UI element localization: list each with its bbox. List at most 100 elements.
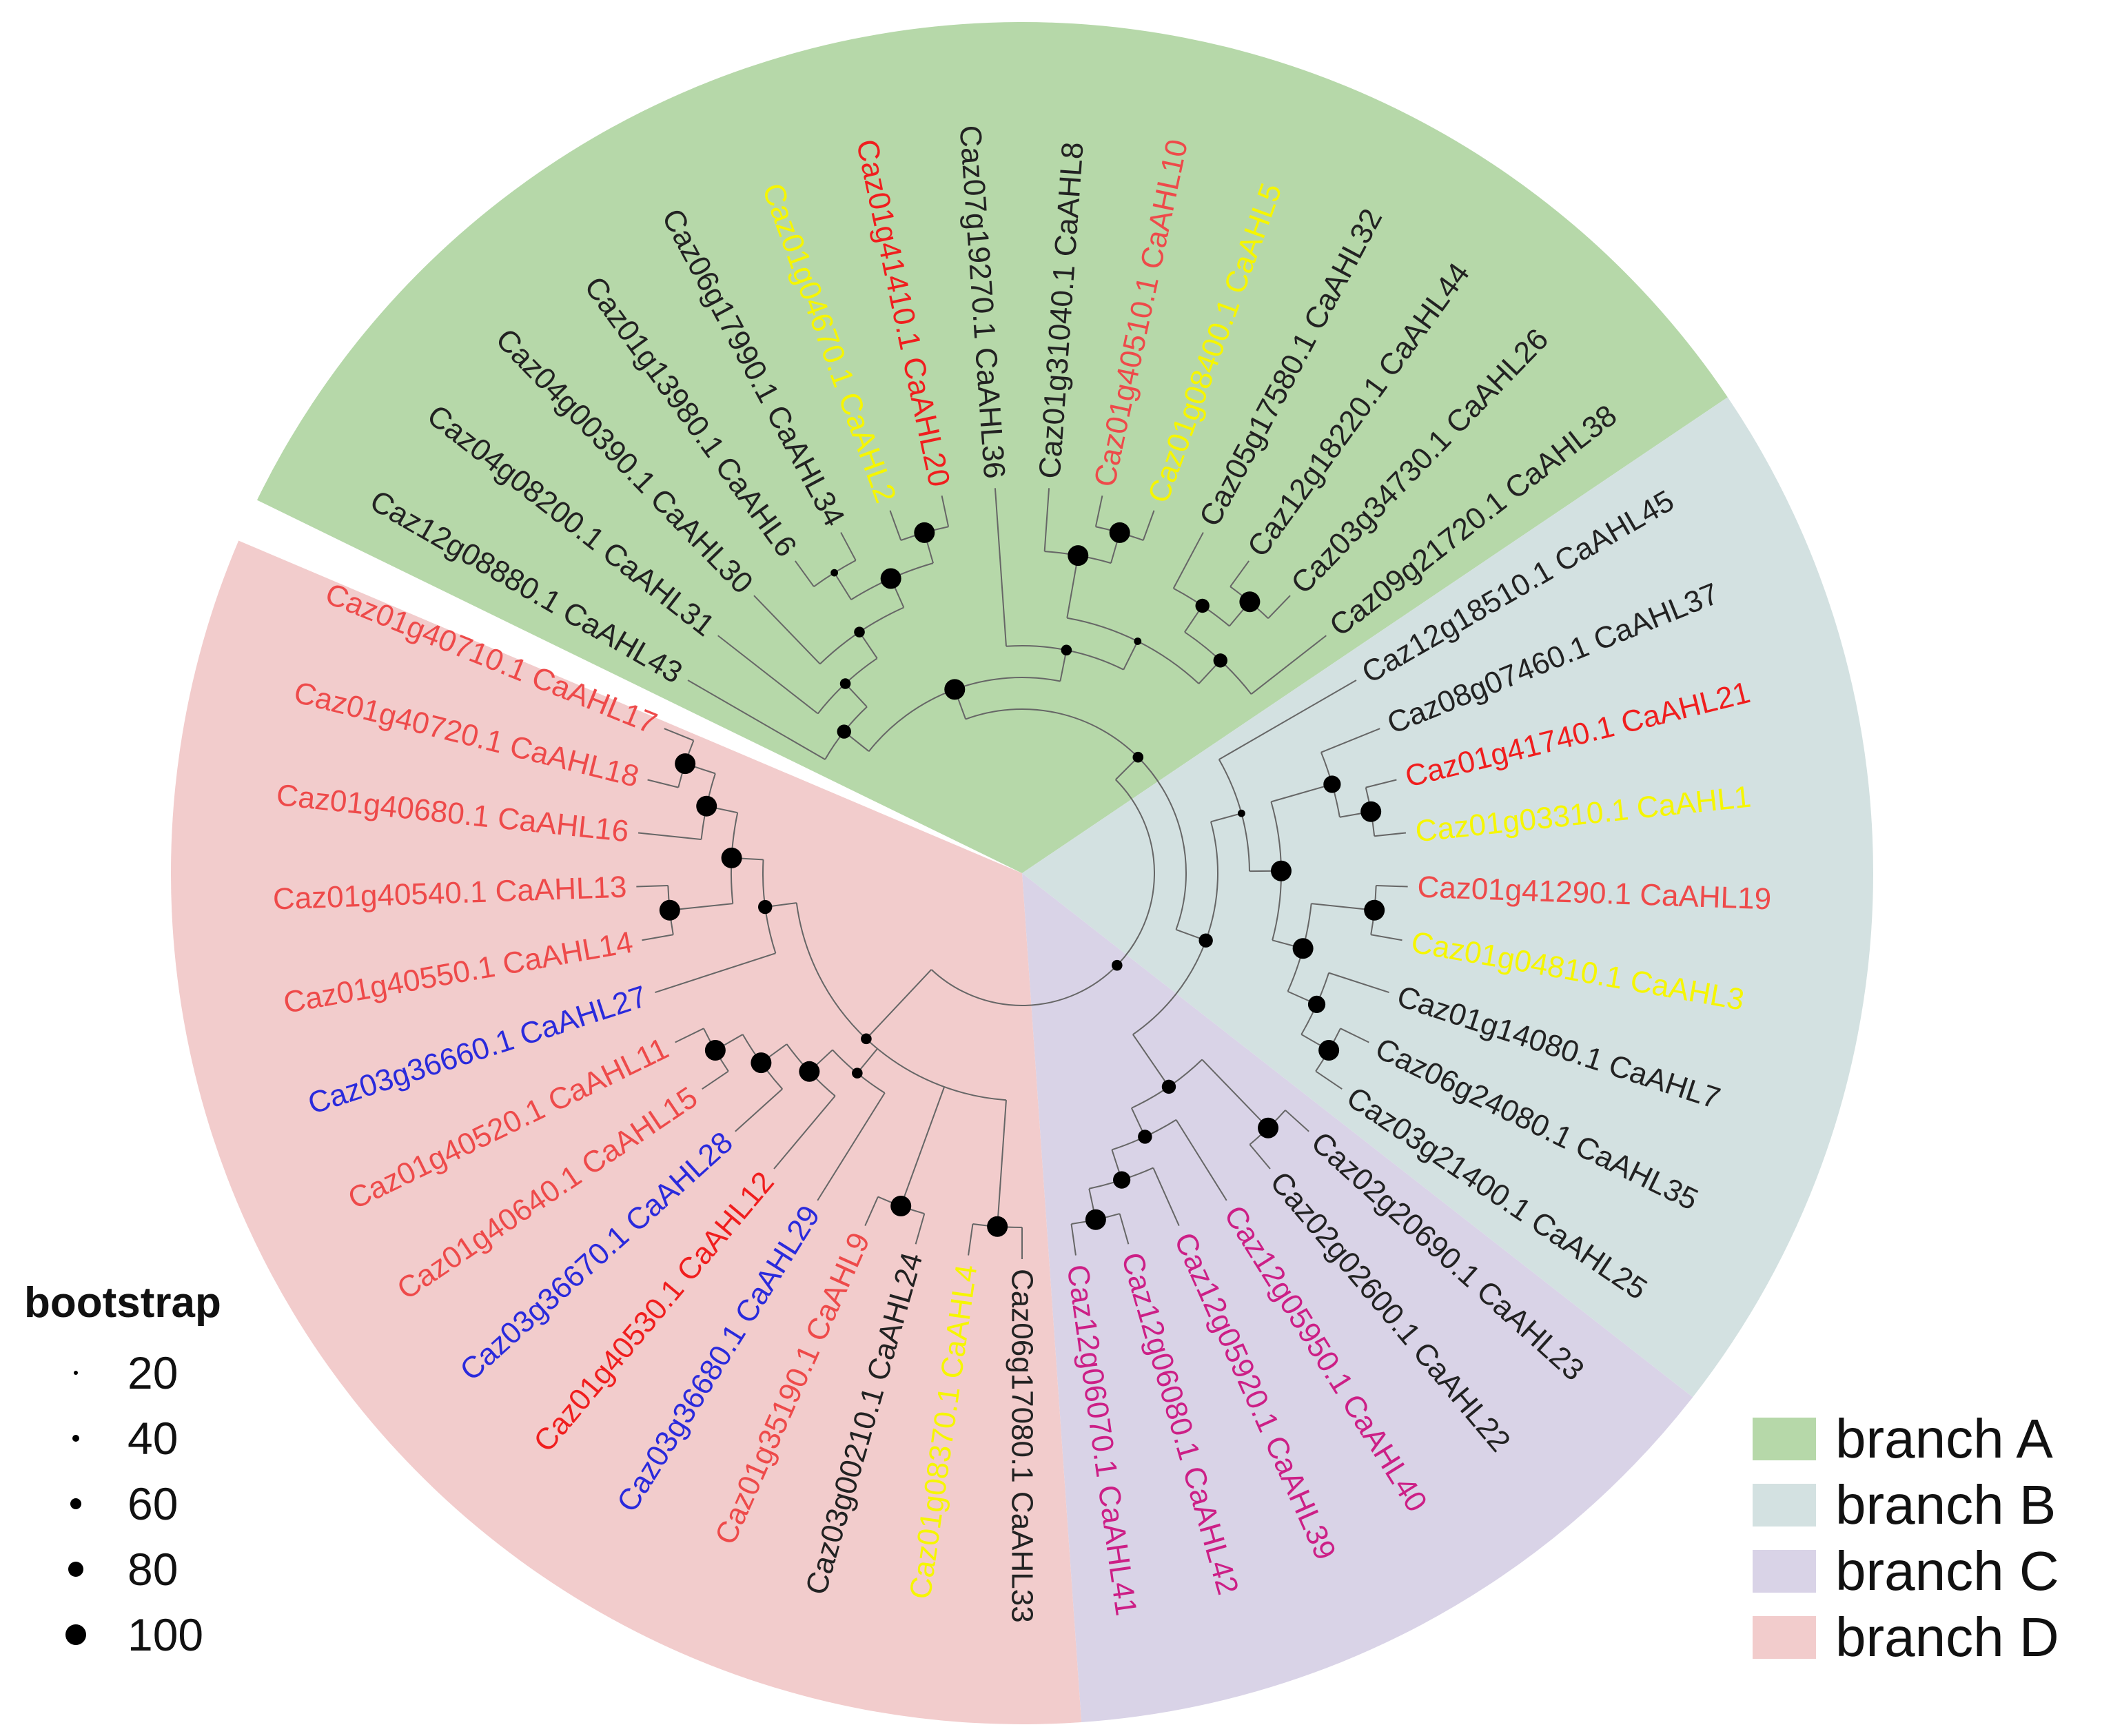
tree-branch — [1119, 1213, 1130, 1245]
bootstrap-dot-60 — [70, 1498, 81, 1509]
tree-branch — [817, 1092, 886, 1201]
bootstrap-dot — [721, 847, 742, 868]
bootstrap-dot — [704, 1040, 726, 1061]
tree-branch — [1201, 1059, 1269, 1129]
bootstrap-value: 80 — [127, 1543, 178, 1595]
bootstrap-legend-item: 80 — [24, 1536, 221, 1602]
branch-legend-label: branch D — [1835, 1606, 2059, 1668]
bootstrap-dot — [659, 899, 680, 921]
tree-branch — [1271, 784, 1333, 803]
tree-branch — [642, 934, 673, 941]
tree-branch — [1210, 813, 1242, 823]
bootstrap-dot — [1239, 591, 1261, 613]
bootstrap-dot — [1085, 1209, 1106, 1230]
tree-branch — [1315, 1070, 1343, 1090]
tree-branch — [669, 903, 733, 911]
tree-branch — [637, 832, 702, 841]
bootstrap-value: 20 — [127, 1347, 178, 1398]
tree-branch — [1230, 560, 1249, 587]
branch-c-swatch — [1753, 1550, 1816, 1593]
bootstrap-dot — [1360, 801, 1382, 822]
bootstrap-dot — [839, 678, 851, 689]
tree-branch — [687, 680, 826, 760]
tree-branch — [1132, 1034, 1170, 1087]
branch-d-swatch — [1753, 1616, 1816, 1659]
bootstrap-dot — [1112, 959, 1123, 971]
tree-branch — [889, 510, 902, 541]
bootstrap-dot — [1195, 598, 1210, 613]
bootstrap-dot — [1364, 899, 1385, 921]
bootstrap-dot-20 — [74, 1370, 78, 1375]
bootstrap-value: 40 — [127, 1412, 178, 1464]
bootstrap-dot — [1161, 1079, 1176, 1094]
tree-branch — [675, 1028, 704, 1043]
branch-a-swatch — [1753, 1418, 1816, 1460]
tree-branch — [941, 496, 950, 527]
bootstrap-dot — [1258, 1117, 1279, 1138]
bootstrap-dot — [1307, 995, 1326, 1013]
branch-wedge-c — [1022, 873, 1693, 1722]
tree-branch — [864, 1196, 879, 1226]
bootstrap-dot — [1292, 938, 1314, 959]
branch-legend-label: branch A — [1835, 1408, 2053, 1469]
tree-branch — [1094, 496, 1103, 527]
bootstrap-dot — [852, 1068, 863, 1079]
bootstrap-dot — [880, 568, 901, 589]
branch-legend-item: branch B — [1753, 1472, 2059, 1538]
bootstrap-dot — [1318, 1040, 1340, 1061]
tree-branch — [655, 952, 776, 994]
tree-branch — [833, 572, 852, 600]
branch-legend-label: branch C — [1835, 1540, 2059, 1602]
tree-branch — [753, 595, 821, 665]
branch-wedge-d — [171, 540, 1082, 1725]
bootstrap-dot — [1134, 637, 1142, 645]
tree-branch — [1043, 488, 1050, 552]
leaf-label: Caz06g17080.1 CaAHL33 — [1006, 1269, 1039, 1623]
tree-branch — [647, 779, 679, 788]
tree-branch — [915, 1213, 926, 1245]
tree-branch — [1218, 680, 1357, 760]
tree-branch — [994, 488, 1007, 646]
bootstrap-dot — [758, 899, 773, 915]
tree-branch — [1285, 1110, 1309, 1132]
tree-branch — [1172, 532, 1204, 589]
tree-branch — [968, 1223, 974, 1256]
bootstrap-value: 60 — [127, 1478, 178, 1529]
tree-branch — [1152, 1167, 1180, 1226]
branch-wedges — [171, 22, 1873, 1725]
tree-branch — [702, 1070, 729, 1090]
bootstrap-dot — [1138, 1130, 1152, 1144]
tree-branch — [1376, 884, 1408, 888]
bootstrap-dot — [987, 1216, 1008, 1237]
tree-branch — [1371, 934, 1402, 941]
bootstrap-dot — [1323, 775, 1341, 793]
bootstrap-dot — [696, 795, 717, 817]
tree-branch — [773, 1095, 836, 1170]
bootstrap-dot — [1132, 751, 1144, 763]
tree-branch — [664, 728, 694, 742]
tree-branch — [1267, 595, 1291, 619]
tree-branch — [1070, 1223, 1077, 1256]
bootstrap-dot-80 — [68, 1561, 83, 1577]
tree-branch — [1340, 1028, 1369, 1043]
bootstrap-value: 100 — [127, 1609, 204, 1660]
bootstrap-dot — [914, 522, 935, 543]
branch-wedge-a — [256, 22, 1728, 874]
branch-b-swatch — [1753, 1484, 1816, 1526]
bootstrap-dots — [659, 522, 1385, 1237]
tree-branch — [795, 560, 815, 587]
bootstrap-dot — [1237, 809, 1245, 817]
bootstrap-dot — [830, 569, 839, 577]
tree-branch — [900, 1086, 946, 1207]
branch-wedge-b — [1022, 397, 1873, 1398]
tree-branch — [1328, 972, 1389, 994]
tree-branch — [1250, 635, 1327, 695]
tree-branch — [1175, 1119, 1227, 1201]
tree-branch — [1142, 510, 1155, 541]
bootstrap-legend-item: 100 — [24, 1602, 221, 1667]
bootstrap-dot — [837, 724, 851, 739]
bootstrap-dot — [944, 679, 966, 700]
bootstrap-dot-100 — [65, 1624, 86, 1645]
tree-branch — [1320, 728, 1380, 753]
